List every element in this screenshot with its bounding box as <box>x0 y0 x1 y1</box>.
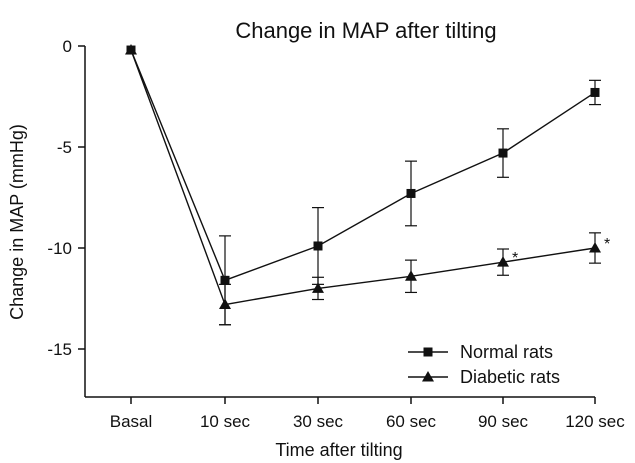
legend: Normal rats Diabetic rats <box>408 342 560 387</box>
data-point <box>312 282 324 293</box>
legend-square-marker <box>423 347 433 357</box>
x-ticks: Basal 10 sec 30 sec 60 sec 90 sec 120 sec <box>110 397 625 431</box>
x-tick-label: 10 sec <box>200 412 251 431</box>
y-tick-label: -15 <box>47 340 72 359</box>
series-layer <box>125 44 601 326</box>
data-point <box>406 188 416 198</box>
x-tick-label: Basal <box>110 412 153 431</box>
data-point <box>590 87 600 97</box>
y-ticks: 0 -5 -10 -15 <box>47 37 85 359</box>
significance-marker: * <box>604 236 610 253</box>
x-tick-label: 30 sec <box>293 412 344 431</box>
series-diabetic-rats <box>125 44 601 326</box>
data-point <box>497 256 509 267</box>
x-axis-title: Time after tilting <box>275 440 402 460</box>
data-point <box>313 241 323 251</box>
data-point <box>405 270 417 281</box>
legend-triangle-marker <box>422 371 434 382</box>
x-tick-label: 120 sec <box>565 412 625 431</box>
series-normal-rats <box>126 45 601 326</box>
annotations: ** <box>512 236 610 267</box>
data-point <box>125 44 137 55</box>
chart-title: Change in MAP after tilting <box>235 18 496 43</box>
data-point <box>589 242 601 253</box>
series-line <box>130 49 596 306</box>
legend-label: Normal rats <box>460 342 553 362</box>
legend-label: Diabetic rats <box>460 367 560 387</box>
data-point <box>498 148 508 158</box>
y-axis-title: Change in MAP (mmHg) <box>7 124 27 320</box>
series-line <box>130 49 596 282</box>
data-point <box>219 298 231 310</box>
y-tick-label: -5 <box>57 138 72 157</box>
y-tick-label: 0 <box>63 37 72 56</box>
significance-marker: * <box>512 250 518 267</box>
data-point <box>220 275 230 285</box>
x-tick-label: 60 sec <box>386 412 437 431</box>
x-tick-label: 90 sec <box>478 412 529 431</box>
y-tick-label: -10 <box>47 239 72 258</box>
